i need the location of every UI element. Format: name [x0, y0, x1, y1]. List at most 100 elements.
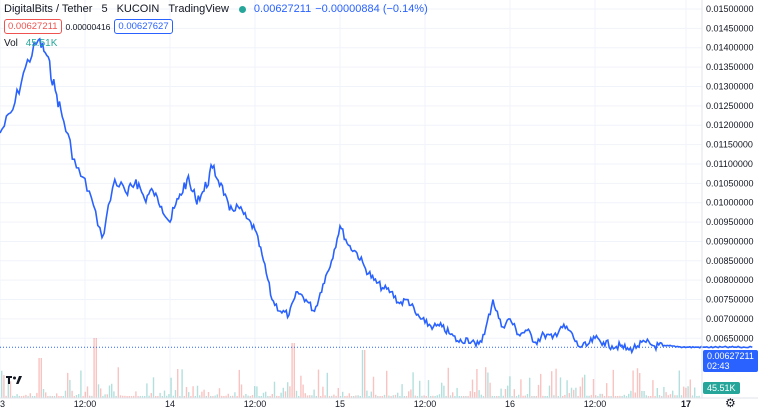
- price-tick-label: 0.01050000: [706, 178, 754, 188]
- volume-bar: [262, 392, 265, 398]
- volume-bar: [196, 385, 199, 398]
- volume-bar: [335, 395, 337, 398]
- volume-bar: [452, 392, 454, 398]
- price-tick-label: 0.01400000: [706, 43, 754, 53]
- volume-bar: [524, 395, 526, 398]
- volume-bar: [449, 395, 452, 398]
- chart-header: DigitalBits / Tether 5 KUCOIN TradingVie…: [4, 3, 428, 15]
- symbol-name[interactable]: DigitalBits / Tether: [4, 3, 93, 15]
- volume-bar: [482, 396, 485, 398]
- volume-bar: [148, 395, 150, 398]
- volume-value: 45.51K: [25, 38, 58, 49]
- volume-bar: [394, 394, 397, 398]
- volume-bar: [403, 396, 405, 398]
- volume-bar: [630, 390, 632, 398]
- volume-bar: [691, 395, 694, 398]
- volume-bar: [58, 396, 60, 398]
- volume-bar: [425, 396, 427, 398]
- volume-bar: [331, 395, 333, 398]
- volume-bar: [694, 387, 696, 398]
- volume-bar: [287, 382, 289, 398]
- volume-bar: [544, 396, 546, 398]
- volume-bar: [438, 394, 441, 398]
- volume-bar: [84, 391, 86, 398]
- volume-bar: [421, 395, 423, 398]
- volume-bar: [16, 394, 18, 398]
- volume-bar: [562, 396, 564, 398]
- volume-bar: [115, 396, 117, 398]
- volume-bar: [388, 395, 390, 398]
- volume-bar: [375, 394, 377, 398]
- volume-bar: [111, 383, 113, 398]
- volume-bar: [174, 390, 177, 398]
- volume-bar: [597, 396, 599, 398]
- price-tick-label: 0.00850000: [706, 256, 754, 266]
- volume-bar: [218, 388, 221, 398]
- volume-bar: [42, 389, 45, 398]
- volume-bar: [515, 396, 518, 398]
- time-axis[interactable]: 3 12:00 14 12:00 15 12:00 16 12:00 17: [0, 399, 691, 409]
- price-tick-label: 0.00700000: [706, 314, 754, 324]
- volume-bar: [500, 388, 502, 398]
- volume-bar: [12, 395, 14, 398]
- volume-bar: [170, 377, 172, 398]
- volume-bar: [126, 396, 128, 398]
- volume-bar: [227, 393, 229, 398]
- volume-bar: [540, 373, 542, 398]
- volume-bar: [383, 394, 386, 398]
- volume-bar: [650, 396, 652, 398]
- volume-value-text: 45.51K: [707, 383, 736, 393]
- volume-bar: [654, 396, 656, 398]
- interval[interactable]: 5: [101, 3, 108, 15]
- volume-bar: [14, 396, 16, 398]
- volume-bar: [601, 393, 603, 398]
- volume-bar: [25, 394, 27, 398]
- volume-bar: [229, 396, 232, 398]
- volume-bar: [29, 393, 31, 398]
- volume-bar: [36, 392, 38, 398]
- time-tick-label: 12:00: [584, 399, 607, 409]
- time-tick-label: 3: [0, 399, 5, 409]
- sell-button[interactable]: 0.00627211: [4, 19, 62, 34]
- volume-bar: [258, 396, 260, 398]
- volume-bar: [366, 390, 368, 398]
- quote-boxes: 0.00627211 0.00000416 0.00627627: [4, 19, 173, 34]
- volume-bar: [117, 367, 119, 398]
- volume-bar: [179, 396, 181, 398]
- volume-bar: [467, 396, 469, 398]
- volume-bar: [183, 396, 185, 398]
- volume-bar: [619, 395, 621, 398]
- gear-icon[interactable]: ⚙: [725, 396, 736, 410]
- volume-bar: [177, 369, 179, 398]
- price-tick-label: 0.01100000: [706, 159, 753, 169]
- volume-bar: [573, 389, 575, 398]
- volume-bar: [542, 395, 544, 398]
- volume-bar: [643, 391, 645, 398]
- volume-bar: [82, 396, 84, 398]
- price-tick-label: 0.01200000: [706, 120, 754, 130]
- volume-bar: [67, 372, 69, 398]
- price-tick-label: 0.01450000: [706, 23, 754, 33]
- volume-bar: [355, 395, 357, 398]
- buy-button[interactable]: 0.00627627: [114, 19, 173, 34]
- volume-bar: [685, 387, 687, 398]
- volume-bar: [663, 386, 665, 398]
- volume-bar: [168, 394, 170, 398]
- volume-bar: [493, 396, 496, 398]
- volume-bar: [322, 386, 324, 398]
- volume-bar: [621, 396, 623, 398]
- volume-bar: [104, 394, 106, 398]
- volume-bar: [216, 394, 218, 398]
- volume-bar: [405, 396, 408, 398]
- volume-bar: [608, 396, 610, 398]
- price-tick-label: 0.01000000: [706, 198, 754, 208]
- volume-bar: [53, 396, 56, 398]
- tradingview-logo-icon[interactable]: [6, 374, 22, 386]
- volume-bar: [232, 395, 234, 398]
- volume-bar: [443, 385, 445, 398]
- volume-bar: [225, 395, 227, 398]
- volume-bar: [361, 350, 364, 398]
- volume-bar: [689, 379, 691, 398]
- price-axis[interactable]: 0.01500000 0.01450000 0.01400000 0.01350000…: [706, 4, 754, 343]
